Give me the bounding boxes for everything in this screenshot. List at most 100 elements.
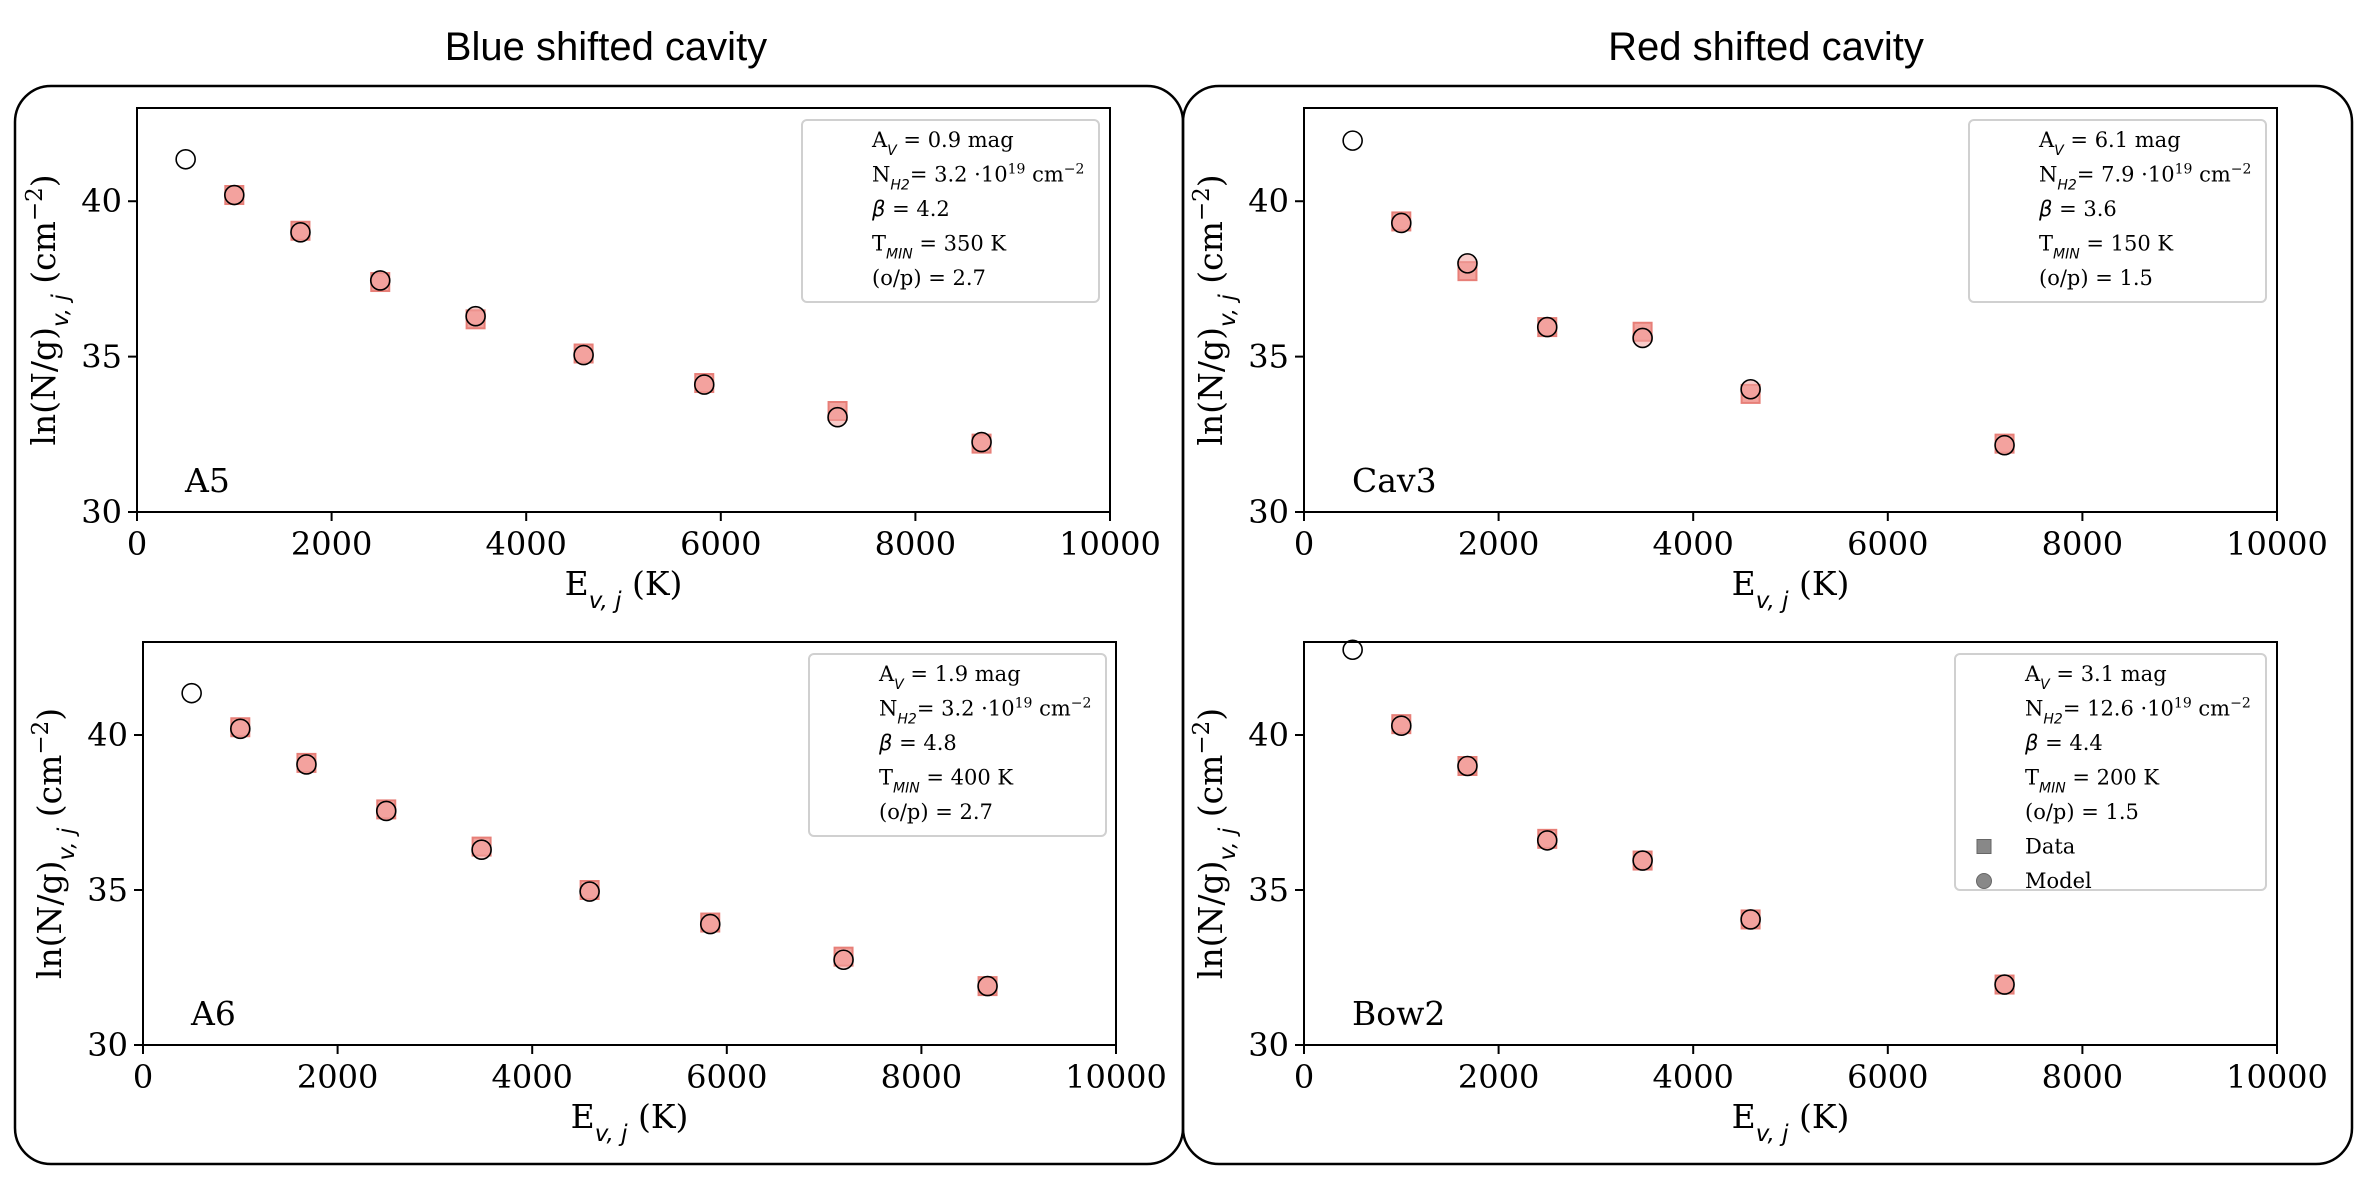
y-tick-label: 35	[81, 338, 122, 376]
model-circle	[1740, 909, 1761, 930]
model-circle	[1457, 755, 1478, 777]
legend-nh2: NH2= 3.2 ·1019 cm−2	[872, 162, 1084, 194]
y-axis-label: ln(N/g)v, j (cm−2)	[22, 174, 74, 445]
legend-box	[808, 653, 1107, 837]
axes-frame	[142, 641, 1117, 1046]
model-circle	[230, 718, 251, 740]
x-tick-label: 8000	[881, 1058, 962, 1096]
x-tick-label: 10000	[2226, 1058, 2328, 1096]
y-tick-label: 35	[87, 871, 128, 909]
legend-op: (o/p) = 1.5	[2039, 266, 2153, 290]
x-tick-label: 2000	[297, 1058, 378, 1096]
x-tick-label: 2000	[1458, 1058, 1539, 1096]
x-axis-label: Ev, j (K)	[565, 564, 683, 614]
x-tick-label: 0	[1294, 1058, 1314, 1096]
x-tick-label: 0	[127, 525, 147, 563]
y-tick-label: 30	[1248, 1026, 1289, 1064]
x-tick-label: 4000	[1652, 525, 1733, 563]
x-tick-label: 6000	[1847, 1058, 1928, 1096]
y-tick-label: 30	[1248, 493, 1289, 531]
model-circle	[1391, 715, 1412, 737]
y-tick-label: 30	[87, 1026, 128, 1064]
legend-data-label: Data	[2025, 835, 2075, 859]
group-title-red: Red shifted cavity	[1608, 25, 1924, 69]
x-tick-label: 0	[133, 1058, 153, 1096]
model-circle	[1740, 378, 1761, 400]
x-tick-label: 6000	[686, 1058, 767, 1096]
y-tick-label: 40	[87, 716, 128, 754]
model-circle	[833, 949, 854, 971]
x-axis-label: Ev, j (K)	[1732, 1097, 1850, 1147]
x-tick-label: 8000	[2042, 525, 2123, 563]
legend-av: AV = 1.9 mag	[878, 662, 1021, 693]
model-circle	[1536, 830, 1558, 851]
model-circle	[290, 222, 311, 243]
legend-box	[1968, 119, 2267, 303]
model-circle	[1342, 639, 1363, 661]
model-circle	[977, 975, 998, 997]
x-tick-label: 4000	[1652, 1058, 1733, 1096]
legend-av: AV = 3.1 mag	[2024, 662, 2167, 693]
model-circle	[1632, 850, 1653, 871]
legend-nh2: NH2= 7.9 ·1019 cm−2	[2039, 162, 2251, 194]
x-tick-label: 10000	[1065, 1058, 1167, 1096]
legend-op: (o/p) = 2.7	[872, 266, 986, 290]
y-tick-label: 40	[1248, 182, 1289, 220]
panel-label: A6	[190, 994, 236, 1033]
panel-label: Cav3	[1352, 461, 1437, 500]
legend-box	[1954, 653, 2267, 891]
model-circle	[1391, 212, 1412, 234]
model-circle	[1457, 253, 1478, 274]
model-circle	[573, 344, 594, 366]
model-circle	[699, 913, 721, 935]
legend-tmin: TMIN = 150 K	[2039, 232, 2173, 263]
model-circle	[1536, 316, 1558, 338]
x-axis-label: Ev, j (K)	[1732, 564, 1850, 614]
legend-av: AV = 0.9 mag	[871, 128, 1014, 159]
y-tick-label: 35	[1248, 871, 1289, 909]
group-frame-red	[1181, 84, 2354, 1166]
legend-beta: β = 4.2	[871, 197, 950, 221]
y-axis-label: ln(N/g)v, j (cm−2)	[1189, 174, 1241, 445]
y-axis-label: ln(N/g)v, j (cm−2)	[1189, 708, 1241, 979]
model-circle	[471, 839, 492, 861]
y-tick-label: 35	[1248, 338, 1289, 376]
legend-box	[801, 119, 1100, 303]
group-title-blue: Blue shifted cavity	[445, 25, 767, 69]
x-tick-label: 4000	[491, 1058, 572, 1096]
model-circle	[375, 800, 397, 822]
legend-tmin: TMIN = 400 K	[879, 766, 1013, 797]
x-tick-label: 6000	[680, 525, 761, 563]
x-tick-label: 2000	[1458, 525, 1539, 563]
y-axis-label: ln(N/g)v, j (cm−2)	[28, 708, 80, 979]
model-circle	[1342, 130, 1363, 151]
model-circle	[1994, 434, 2015, 456]
legend-av: AV = 6.1 mag	[2038, 128, 2181, 159]
panel-cav3: 0 2000 4000 6000 8000 10000 30 35 40 Ev, j (K) ln(…	[1189, 107, 2328, 614]
model-circle	[465, 305, 486, 327]
y-tick-label: 40	[81, 182, 122, 220]
legend-op: (o/p) = 2.7	[879, 800, 993, 824]
legend-tmin: TMIN = 350 K	[872, 232, 1006, 263]
x-tick-label: 10000	[1059, 525, 1161, 563]
panel-label: Bow2	[1352, 994, 1445, 1033]
legend-beta: β = 3.6	[2038, 197, 2117, 221]
model-circle	[369, 270, 391, 291]
legend-tmin: TMIN = 200 K	[2025, 766, 2159, 797]
y-tick-label: 40	[1248, 716, 1289, 754]
model-circle	[579, 881, 600, 902]
model-circle	[181, 682, 202, 704]
x-tick-label: 8000	[875, 525, 956, 563]
model-circle	[971, 431, 992, 453]
model-circle	[827, 406, 848, 428]
y-tick-label: 30	[81, 493, 122, 531]
model-circle	[224, 184, 245, 206]
legend-beta: β = 4.4	[2024, 731, 2103, 755]
axes-frame	[1303, 641, 2278, 1046]
x-tick-label: 8000	[2042, 1058, 2123, 1096]
panel-a5: 0 2000 4000 6000 8000 10000 30 35 40 Ev, j (K) ln(…	[22, 107, 1161, 614]
legend-op: (o/p) = 1.5	[2025, 800, 2139, 824]
model-circle	[693, 374, 715, 395]
